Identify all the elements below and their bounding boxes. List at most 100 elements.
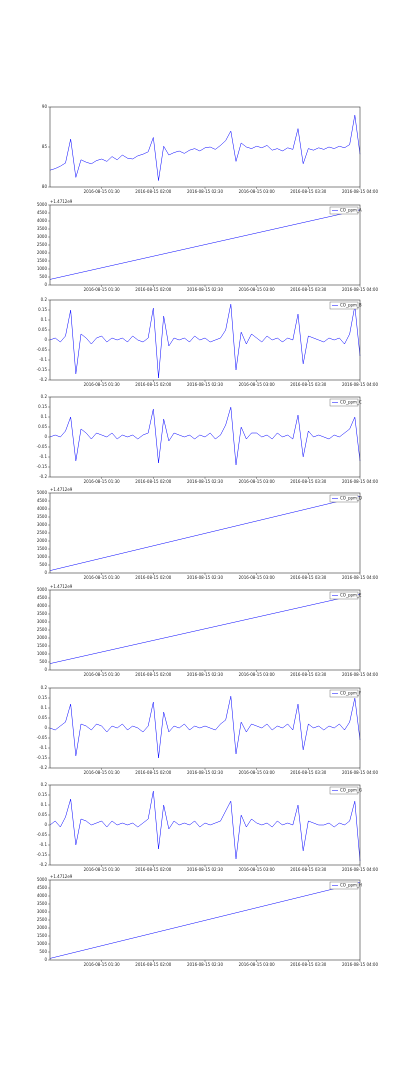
y-tick-label: -0.15 xyxy=(37,367,48,372)
y-tick-label: 0 xyxy=(44,822,47,827)
data-line xyxy=(49,114,361,181)
legend-label: CO_ppm_F xyxy=(340,691,362,696)
x-tick-label: 2016-08-15 01:30 xyxy=(84,189,121,194)
panel: 0 500 1000 1500 2000 2500 3000 3500 4000 4500 5000… xyxy=(37,487,379,580)
panel: -0.2 -0.15 -0.1 -0.05 0 0.05 0.1 0.15 0.2 2016-08… xyxy=(37,394,379,484)
y-tick-label: 500 xyxy=(39,274,47,279)
y-tick-label: -0.2 xyxy=(39,474,47,479)
y-tick-label: 5000 xyxy=(37,490,48,495)
y-tick-label: -0.05 xyxy=(37,735,48,740)
x-tick-label: 2016-08-15 03:30 xyxy=(290,962,327,967)
y-tick-label: 1000 xyxy=(37,266,48,271)
y-tick-label: 3500 xyxy=(37,611,48,616)
x-tick-label: 2016-08-15 02:00 xyxy=(135,382,172,387)
x-tick-label: 2016-08-15 01:30 xyxy=(84,672,121,677)
x-tick-label: 2016-08-15 01:30 xyxy=(84,575,121,580)
y-tick-label: 1500 xyxy=(37,933,48,938)
y-tick-label: 0.2 xyxy=(41,297,48,302)
x-tick-label: 2016-08-15 04:00 xyxy=(342,287,379,292)
x-tick-label: 2016-08-15 03:00 xyxy=(239,867,276,872)
x-tick-label: 2016-08-15 02:00 xyxy=(135,962,172,967)
x-tick-label: 2016-08-15 04:00 xyxy=(342,962,379,967)
y-tick-label: 1500 xyxy=(37,546,48,551)
x-tick-label: 2016-08-15 03:30 xyxy=(290,287,327,292)
offset-text: +1.4712e9 xyxy=(50,487,73,492)
x-tick-label: 2016-08-15 02:00 xyxy=(135,867,172,872)
y-tick-label: 2000 xyxy=(37,250,48,255)
panel: -0.2 -0.15 -0.1 -0.05 0 0.05 0.1 0.15 0.2 2016-08… xyxy=(37,782,379,872)
y-tick-label: 0.1 xyxy=(41,317,48,322)
y-tick-label: 0.15 xyxy=(38,792,47,797)
y-tick-label: 0.15 xyxy=(38,307,47,312)
panel: 0 500 1000 1500 2000 2500 3000 3500 4000 4500 5000… xyxy=(37,874,379,967)
data-line xyxy=(49,303,361,379)
plot-frame xyxy=(49,396,361,478)
plot-frame xyxy=(49,106,361,188)
x-tick-label: 2016-08-15 03:00 xyxy=(239,962,276,967)
x-tick-label: 2016-08-15 03:30 xyxy=(290,672,327,677)
panel: 0 500 1000 1500 2000 2500 3000 3500 4000 4500 5000… xyxy=(37,584,379,677)
y-tick-label: 85 xyxy=(42,144,48,149)
y-tick-label: -0.05 xyxy=(37,832,48,837)
data-line xyxy=(49,406,361,466)
x-tick-label: 2016-08-15 04:00 xyxy=(342,672,379,677)
y-tick-label: 0.1 xyxy=(41,802,48,807)
x-tick-label: 2016-08-15 03:00 xyxy=(239,287,276,292)
x-tick-label: 2016-08-15 02:00 xyxy=(135,189,172,194)
y-tick-label: 5000 xyxy=(37,202,48,207)
y-tick-label: 2500 xyxy=(37,242,48,247)
legend-label: CO_ppm_A xyxy=(340,208,362,213)
x-tick-label: 2016-08-15 01:30 xyxy=(84,770,121,775)
y-tick-label: 4500 xyxy=(37,595,48,600)
x-tick-label: 2016-08-15 01:30 xyxy=(84,962,121,967)
y-tick-label: 0 xyxy=(44,570,47,575)
legend-box xyxy=(329,591,359,600)
y-tick-label: -0.2 xyxy=(39,862,47,867)
data-line xyxy=(49,695,361,759)
y-tick-label: -0.1 xyxy=(39,454,47,459)
x-tick-label: 2016-08-15 01:30 xyxy=(84,867,121,872)
data-line xyxy=(49,790,361,862)
legend-box xyxy=(329,881,359,890)
y-tick-label: -0.05 xyxy=(37,444,48,449)
panel: 0 500 1000 1500 2000 2500 3000 3500 4000 4500 5000… xyxy=(37,199,379,292)
y-tick-label: 3000 xyxy=(37,619,48,624)
x-tick-label: 2016-08-15 03:30 xyxy=(290,575,327,580)
x-tick-label: 2016-08-15 02:30 xyxy=(187,479,224,484)
y-tick-label: 4500 xyxy=(37,210,48,215)
legend-box xyxy=(329,206,359,215)
x-tick-label: 2016-08-15 01:30 xyxy=(84,382,121,387)
y-tick-label: -0.15 xyxy=(37,464,48,469)
y-tick-label: -0.2 xyxy=(39,377,47,382)
legend-box xyxy=(329,301,359,310)
x-tick-label: 2016-08-15 02:30 xyxy=(187,962,224,967)
x-tick-label: 2016-08-15 02:00 xyxy=(135,770,172,775)
y-tick-label: -0.15 xyxy=(37,852,48,857)
y-tick-label: 2000 xyxy=(37,925,48,930)
x-tick-label: 2016-08-15 02:30 xyxy=(187,867,224,872)
legend-box xyxy=(329,398,359,407)
offset-text: +1.4712e9 xyxy=(50,874,73,879)
data-line xyxy=(49,882,361,959)
x-tick-label: 2016-08-15 04:00 xyxy=(342,479,379,484)
x-tick-label: 2016-08-15 02:30 xyxy=(187,672,224,677)
y-tick-label: 3000 xyxy=(37,234,48,239)
y-tick-label: 0.05 xyxy=(38,812,47,817)
x-tick-label: 2016-08-15 02:30 xyxy=(187,770,224,775)
x-tick-label: 2016-08-15 03:00 xyxy=(239,575,276,580)
legend-label: CO_ppm_B xyxy=(340,303,362,308)
y-tick-label: 500 xyxy=(39,949,47,954)
x-tick-label: 2016-08-15 03:30 xyxy=(290,479,327,484)
legend-label: CO_ppm_E xyxy=(340,593,362,598)
legend-box xyxy=(329,494,359,503)
x-tick-label: 2016-08-15 03:00 xyxy=(239,479,276,484)
y-tick-label: 2500 xyxy=(37,917,48,922)
y-tick-label: 3000 xyxy=(37,522,48,527)
y-tick-label: 4500 xyxy=(37,498,48,503)
y-tick-label: 2000 xyxy=(37,635,48,640)
y-tick-label: 1500 xyxy=(37,258,48,263)
x-tick-label: 2016-08-15 03:00 xyxy=(239,770,276,775)
y-tick-label: 5000 xyxy=(37,877,48,882)
x-tick-label: 2016-08-15 01:30 xyxy=(84,287,121,292)
